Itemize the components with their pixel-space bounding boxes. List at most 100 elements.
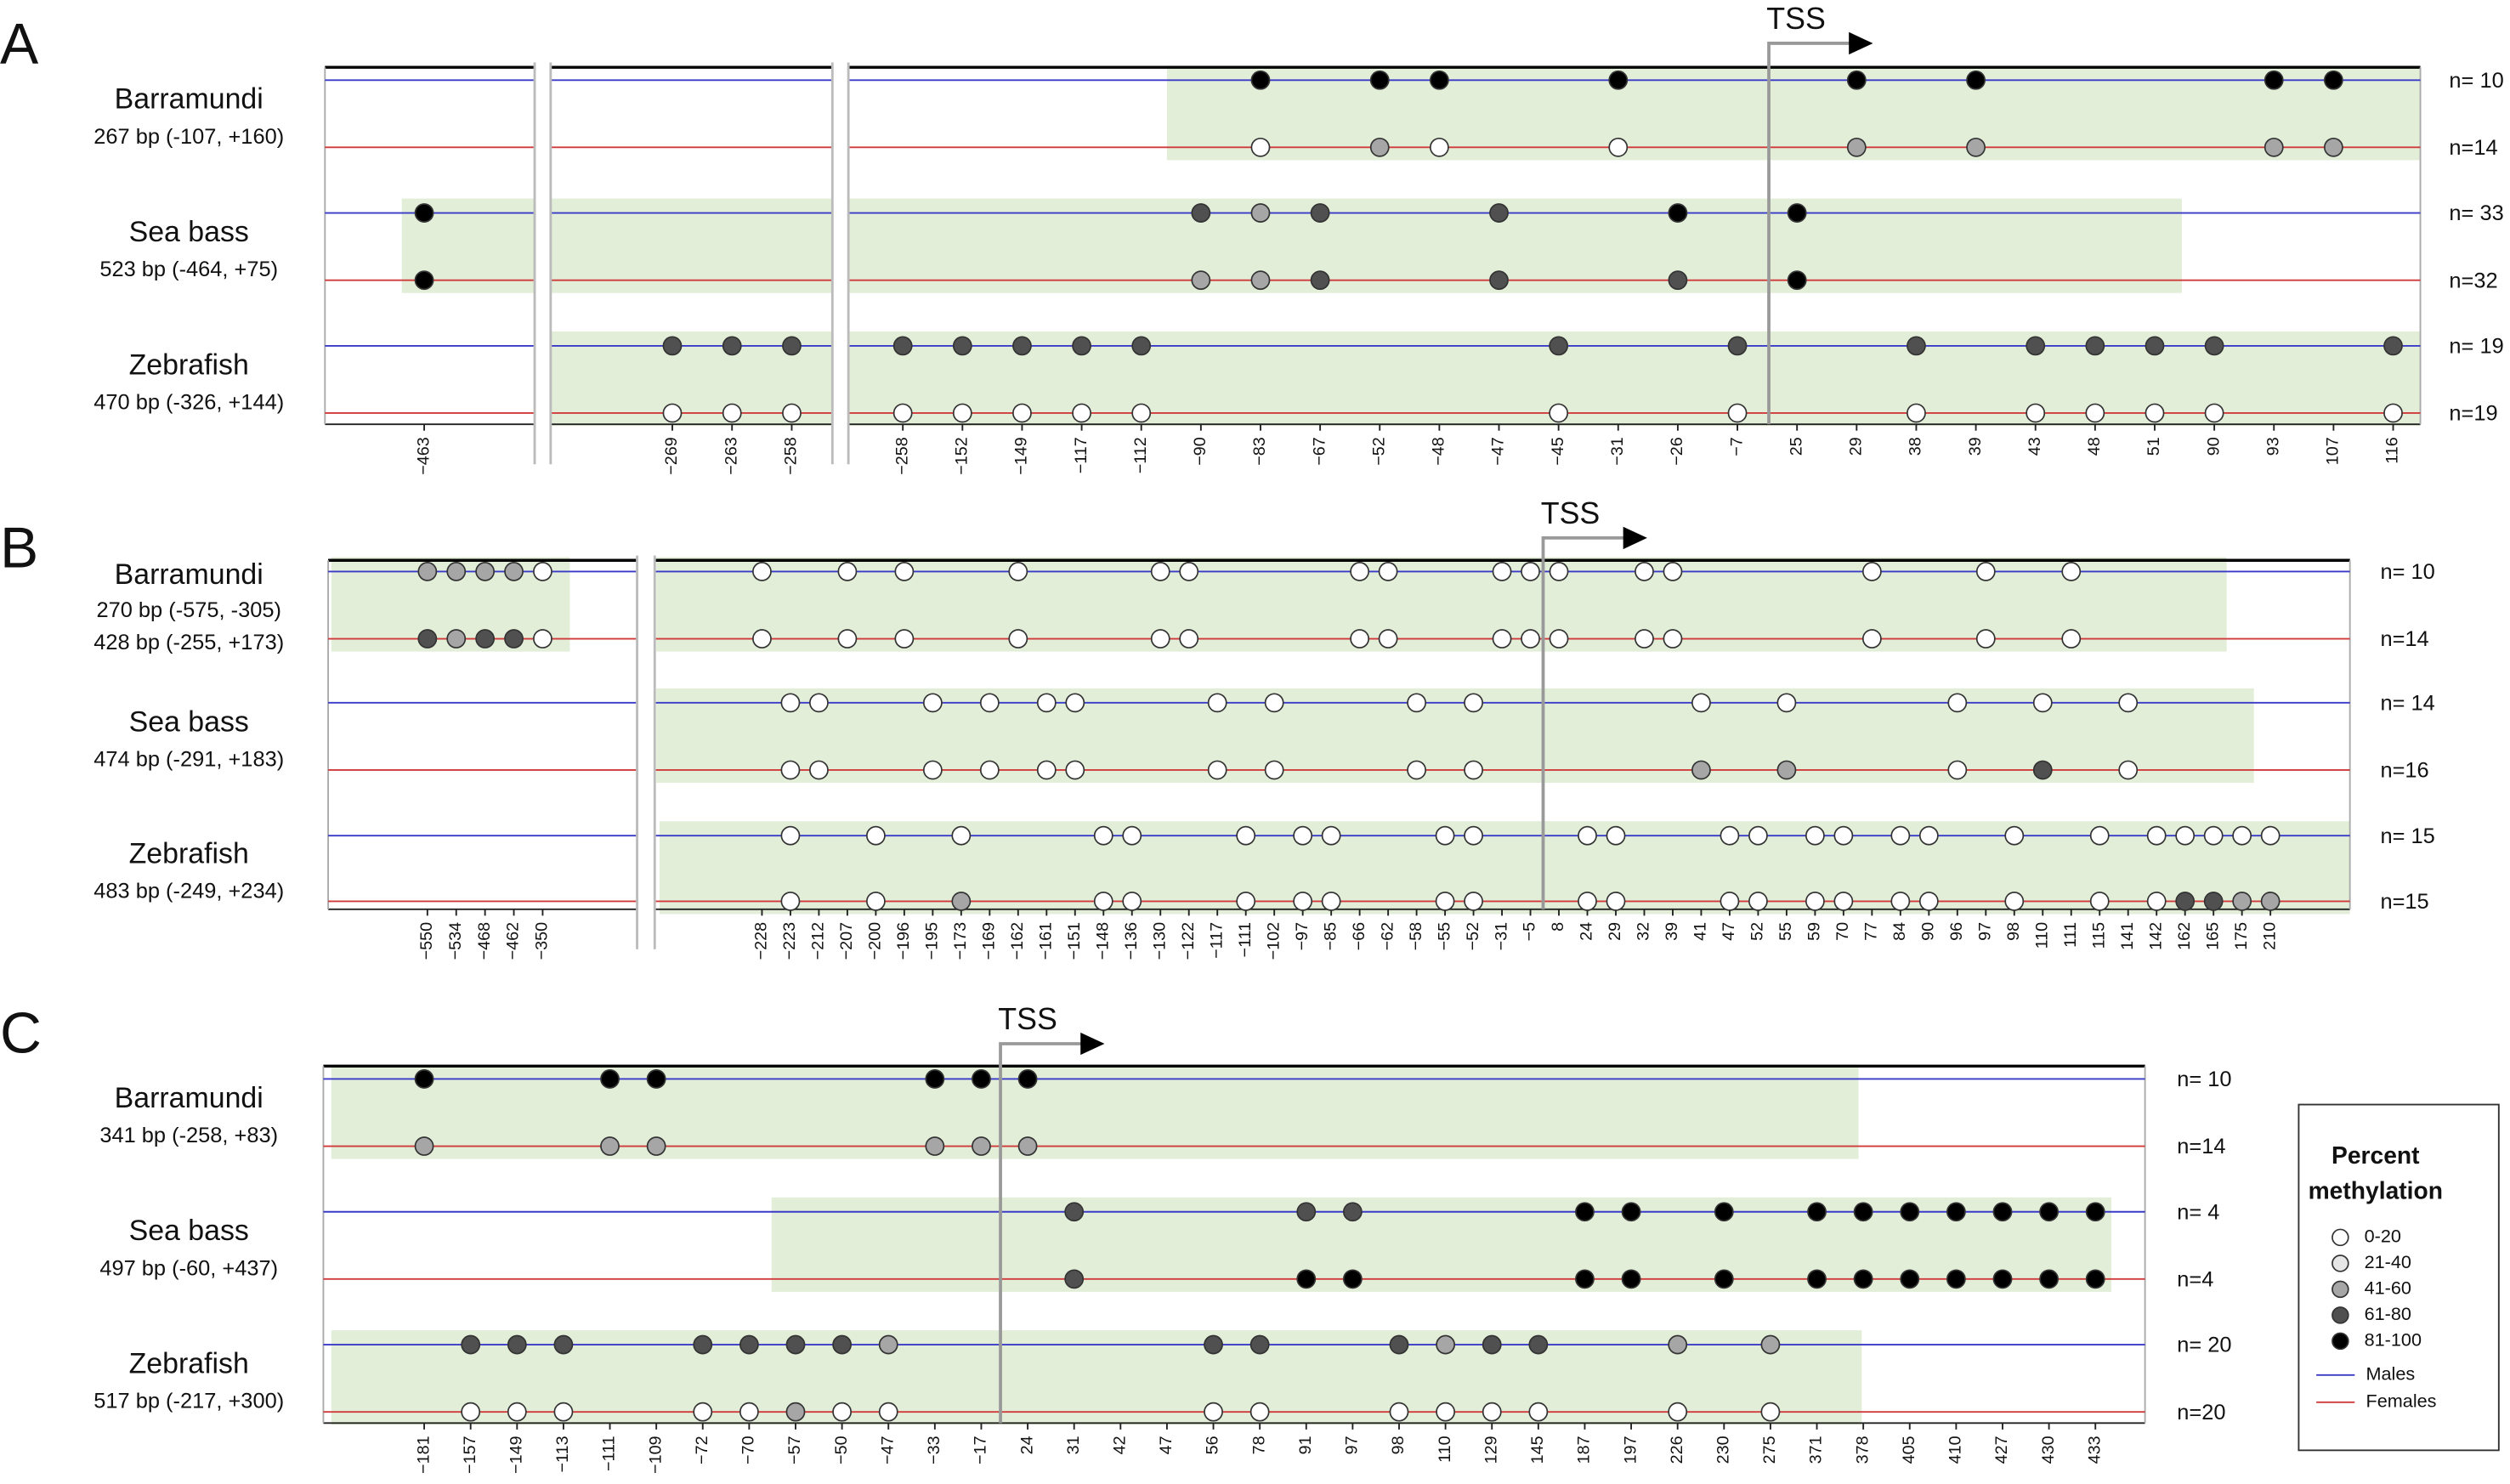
position-label: 93: [2264, 437, 2282, 456]
region-range: 483 bp (-249, +234): [93, 880, 284, 903]
position-label: 48: [2085, 437, 2104, 456]
position-label: 410: [1946, 1436, 1965, 1464]
cpg-site: [1606, 825, 1626, 846]
position-label: 110: [1436, 1436, 1454, 1463]
cpg-site: [739, 1402, 759, 1422]
cpg-site: [1036, 693, 1057, 713]
cpg-site: [785, 1334, 806, 1355]
position-label: −223: [780, 922, 799, 960]
cpg-site: [809, 760, 829, 780]
cpg-site: [417, 562, 438, 581]
cpg-site: [892, 336, 913, 356]
cpg-site: [1250, 270, 1271, 291]
position-label: −152: [953, 437, 972, 475]
cpg-site: [922, 693, 943, 713]
cpg-site: [2204, 403, 2224, 423]
cpg-site: [1966, 70, 1986, 90]
cpg-site: [1131, 403, 1152, 423]
cpg-site: [1663, 629, 1683, 649]
position-label: −117: [1072, 437, 1091, 473]
position-label: −269: [662, 437, 681, 475]
legend-title: Percent: [2332, 1141, 2420, 1169]
cpg-site: [1492, 562, 1512, 581]
cpg-site: [1008, 562, 1028, 581]
position-label: 84: [1890, 922, 1909, 941]
position-label: −263: [722, 437, 740, 475]
position-label: −47: [878, 1436, 897, 1464]
cpg-site: [1846, 137, 1867, 157]
cpg-site: [446, 562, 467, 581]
position-label: 29: [1847, 437, 1866, 456]
cpg-site: [1250, 137, 1271, 157]
cpg-site: [972, 1069, 991, 1089]
position-label: −26: [1668, 437, 1686, 466]
cpg-site: [1975, 562, 1996, 581]
cpg-site: [1482, 1334, 1502, 1355]
cpg-site: [1429, 70, 1449, 90]
sample-size: n=32: [2449, 269, 2497, 292]
cpg-site: [2146, 891, 2167, 911]
cpg-site: [1521, 562, 1540, 581]
cpg-site: [951, 825, 972, 846]
cpg-site: [2089, 825, 2110, 846]
cpg-site: [1787, 203, 1807, 223]
cpg-site: [722, 403, 742, 423]
species-name: Zebrafish: [129, 838, 249, 870]
legend-label: Females: [2366, 1391, 2437, 1412]
cpg-site: [1890, 891, 1911, 911]
position-label: −62: [1378, 922, 1397, 951]
cpg-site: [1918, 825, 1939, 846]
sample-size: n=14: [2177, 1135, 2225, 1158]
position-label: −463: [414, 437, 433, 475]
cpg-site: [1093, 891, 1113, 911]
position-label: 115: [2089, 922, 2108, 949]
species-name: Sea bass: [129, 705, 249, 738]
cpg-site: [752, 562, 772, 581]
legend-swatch: [2332, 1255, 2349, 1272]
cpg-site: [475, 629, 496, 649]
cpg-site: [1036, 760, 1057, 780]
position-label: 430: [2039, 1436, 2058, 1464]
tss-arrow: [999, 1042, 1084, 1424]
position-label: −462: [504, 922, 523, 960]
cpg-site: [1727, 336, 1748, 356]
cpg-site: [2085, 336, 2105, 356]
position-label: −52: [1464, 922, 1482, 951]
cpg-site: [1833, 825, 1854, 846]
tss-arrowhead: [1080, 1032, 1105, 1056]
position-label: 111: [2061, 922, 2080, 948]
position-label: 51: [2145, 437, 2163, 456]
sample-size: n= 4: [2177, 1200, 2219, 1224]
cpg-site: [837, 562, 858, 581]
position-label: 165: [2203, 922, 2222, 950]
position-label: 427: [1992, 1436, 2011, 1464]
cpg-site: [1436, 1402, 1456, 1422]
species-name: Barramundi: [115, 83, 263, 116]
position-label: 129: [1482, 1436, 1500, 1464]
cpg-site: [1663, 562, 1683, 581]
cpg-site: [1714, 1269, 1734, 1289]
cpg-site: [1748, 891, 1768, 911]
position-label: 24: [1017, 1436, 1036, 1454]
position-label: −48: [1430, 437, 1448, 466]
cpg-site: [507, 1402, 527, 1422]
sample-size: n= 10: [2380, 560, 2434, 584]
position-label: 187: [1575, 1436, 1594, 1464]
cpg-site: [894, 629, 915, 649]
position-label: −173: [951, 922, 970, 960]
position-label: −72: [693, 1436, 711, 1464]
cpg-site: [892, 403, 913, 423]
position-label: −130: [1150, 922, 1169, 960]
cpg-site: [1249, 1402, 1270, 1422]
cpg-site: [1012, 336, 1032, 356]
position-label: 175: [2232, 922, 2251, 950]
position-label: −196: [894, 922, 913, 960]
cpg-site: [1805, 825, 1825, 846]
cpg-site: [1549, 403, 1569, 423]
cpg-site: [2204, 336, 2224, 356]
cpg-site: [1179, 562, 1199, 581]
cpg-site: [2145, 336, 2165, 356]
position-label: −151: [1065, 922, 1084, 960]
region-range: 517 bp (-217, +300): [93, 1390, 284, 1413]
region-range: 267 bp (-107, +160): [93, 125, 284, 149]
